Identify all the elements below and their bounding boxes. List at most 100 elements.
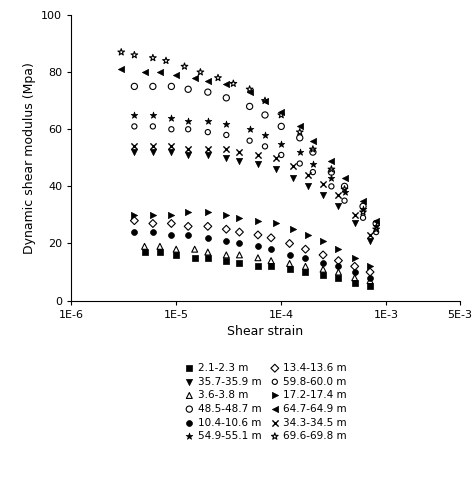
10.4-10.6 m [236, 239, 243, 247]
10.4-10.6 m [168, 231, 175, 239]
13.4-13.6 m [319, 251, 327, 259]
3.6-3.8 m [156, 242, 164, 250]
2.1-2.3 m [156, 248, 164, 256]
34.3-34.5 m [273, 154, 280, 162]
10.4-10.6 m [351, 268, 358, 276]
17.2-17.4 m [366, 263, 374, 271]
3.6-3.8 m [286, 260, 293, 268]
54.9-55.1 m [309, 159, 317, 167]
17.2-17.4 m [236, 214, 243, 222]
64.7-64.9 m [204, 77, 211, 85]
3.6-3.8 m [267, 257, 275, 265]
34.3-34.5 m [335, 191, 342, 199]
2.1-2.3 m [351, 280, 358, 288]
54.9-55.1 m [149, 111, 157, 119]
3.6-3.8 m [335, 268, 342, 276]
35.7-35.9 m [290, 174, 297, 182]
59.8-60.0 m [309, 168, 317, 176]
2.1-2.3 m [301, 268, 309, 276]
69.6-69.8 m [373, 225, 380, 233]
13.4-13.6 m [301, 245, 309, 253]
54.9-55.1 m [359, 205, 367, 213]
69.6-69.8 m [197, 68, 204, 76]
17.2-17.4 m [149, 211, 157, 219]
48.5-48.7 m [359, 202, 367, 210]
17.2-17.4 m [335, 245, 342, 253]
3.6-3.8 m [173, 245, 180, 253]
2.1-2.3 m [286, 265, 293, 273]
48.5-48.7 m [261, 111, 269, 119]
34.3-34.5 m [236, 148, 243, 156]
59.8-60.0 m [130, 122, 138, 130]
69.6-69.8 m [328, 165, 335, 173]
10.4-10.6 m [301, 254, 309, 262]
64.7-64.9 m [246, 88, 254, 96]
10.4-10.6 m [184, 231, 192, 239]
17.2-17.4 m [304, 231, 312, 239]
64.7-64.9 m [141, 68, 148, 76]
69.6-69.8 m [341, 185, 348, 193]
17.2-17.4 m [273, 219, 280, 227]
48.5-48.7 m [168, 83, 175, 91]
2.1-2.3 m [141, 248, 148, 256]
10.4-10.6 m [254, 242, 262, 250]
48.5-48.7 m [296, 134, 303, 142]
34.3-34.5 m [319, 179, 327, 187]
54.9-55.1 m [373, 222, 380, 230]
17.2-17.4 m [130, 211, 138, 219]
13.4-13.6 m [149, 219, 157, 227]
64.7-64.9 m [118, 65, 125, 73]
3.6-3.8 m [191, 245, 199, 253]
3.6-3.8 m [204, 248, 211, 256]
48.5-48.7 m [184, 85, 192, 93]
13.4-13.6 m [254, 231, 262, 239]
35.7-35.9 m [130, 148, 138, 156]
34.3-34.5 m [351, 211, 358, 219]
48.5-48.7 m [149, 83, 157, 91]
69.6-69.8 m [118, 48, 125, 56]
10.4-10.6 m [222, 236, 230, 244]
13.4-13.6 m [130, 216, 138, 224]
64.7-64.9 m [191, 74, 199, 82]
69.6-69.8 m [162, 57, 170, 65]
64.7-64.9 m [277, 108, 285, 116]
48.5-48.7 m [373, 219, 380, 227]
13.4-13.6 m [168, 219, 175, 227]
54.9-55.1 m [222, 120, 230, 128]
35.7-35.9 m [168, 148, 175, 156]
10.4-10.6 m [335, 263, 342, 271]
34.3-34.5 m [184, 145, 192, 153]
59.8-60.0 m [277, 151, 285, 159]
2.1-2.3 m [173, 251, 180, 259]
35.7-35.9 m [319, 191, 327, 199]
48.5-48.7 m [222, 94, 230, 102]
3.6-3.8 m [141, 242, 148, 250]
59.8-60.0 m [328, 182, 335, 190]
10.4-10.6 m [267, 245, 275, 253]
54.9-55.1 m [246, 125, 254, 133]
10.4-10.6 m [130, 228, 138, 236]
2.1-2.3 m [254, 263, 262, 271]
2.1-2.3 m [191, 254, 199, 262]
48.5-48.7 m [246, 102, 254, 110]
17.2-17.4 m [168, 211, 175, 219]
34.3-34.5 m [254, 151, 262, 159]
64.7-64.9 m [359, 197, 367, 205]
59.8-60.0 m [149, 122, 157, 130]
3.6-3.8 m [351, 274, 358, 282]
34.3-34.5 m [149, 142, 157, 150]
48.5-48.7 m [328, 168, 335, 176]
34.3-34.5 m [204, 145, 211, 153]
48.5-48.7 m [204, 88, 211, 96]
64.7-64.9 m [309, 137, 317, 145]
34.3-34.5 m [168, 142, 175, 150]
69.6-69.8 m [309, 145, 317, 153]
10.4-10.6 m [286, 251, 293, 259]
54.9-55.1 m [261, 131, 269, 139]
69.6-69.8 m [181, 63, 188, 71]
48.5-48.7 m [309, 148, 317, 156]
64.7-64.9 m [296, 122, 303, 130]
59.8-60.0 m [296, 159, 303, 167]
64.7-64.9 m [222, 80, 230, 88]
2.1-2.3 m [335, 274, 342, 282]
